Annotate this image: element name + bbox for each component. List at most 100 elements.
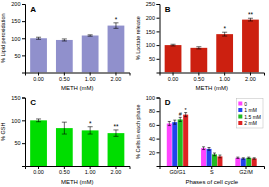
legend-label: 0 — [244, 101, 247, 107]
error-bar — [248, 18, 253, 21]
error-bar — [222, 32, 227, 36]
y-tick-mark — [157, 59, 160, 60]
bar — [212, 154, 217, 166]
annotation: # — [179, 111, 183, 117]
y-tick-mark — [157, 45, 160, 46]
y-tick-label: 40 — [149, 136, 155, 142]
x-tick: G2/M — [239, 166, 253, 175]
x-axis: G0/G1SG2/M — [160, 166, 265, 175]
error-bar — [242, 158, 245, 159]
y-tick-label: 20 — [149, 150, 155, 156]
y-axis-line — [22, 5, 26, 74]
error-bar — [184, 113, 187, 117]
annotation: ** — [248, 11, 254, 18]
bar — [165, 45, 182, 72]
title: C — [30, 98, 36, 107]
x-tick-label: S — [210, 169, 214, 175]
legend-swatch — [238, 121, 242, 125]
y-tick: 60 — [149, 122, 160, 128]
x-axis: 0.000.501.002.00 — [160, 73, 265, 82]
bar — [82, 36, 99, 73]
annotation: ** — [113, 123, 119, 130]
x-tick: 2.00 — [111, 73, 122, 82]
error-bar — [236, 157, 239, 158]
chart-svg: 501001502000.000.501.002.00METH (mM)% Li… — [0, 0, 269, 187]
error-bar — [247, 157, 250, 158]
y-axis: 50100150200250 — [146, 1, 160, 73]
bar-series — [183, 113, 257, 166]
x-tick: 1.00 — [85, 73, 96, 82]
bar — [172, 122, 177, 166]
y-tick-mark — [22, 4, 25, 5]
y-axis: 50 100 150 — [11, 95, 25, 167]
title: B — [165, 5, 171, 14]
legend-item: 2 mM — [238, 120, 257, 126]
y-tick-label: 100 — [11, 36, 20, 42]
y-tick-mark — [22, 143, 25, 144]
bar — [190, 48, 207, 73]
annotation: * — [223, 25, 226, 32]
y-tick-label: 150 — [11, 95, 20, 101]
y-axis-title: % GSH — [0, 123, 6, 141]
legend-swatch — [238, 115, 242, 119]
y-tick-label: 100 — [146, 42, 155, 48]
x-tick-label: 1.00 — [219, 76, 230, 82]
y-tick-mark — [157, 4, 160, 5]
y-tick-label: 100 — [11, 118, 20, 124]
x-tick: 2.00 — [245, 73, 256, 82]
bar-series — [30, 23, 124, 73]
y-tick: 50 — [149, 56, 160, 62]
title: D — [165, 98, 171, 107]
x-tick: 0.00 — [33, 73, 44, 82]
y-tick: 80 — [149, 108, 160, 114]
y-tick-label: 50 — [149, 56, 155, 62]
panel: 501001500.000.501.002.00METH (mM)% GSHC*… — [0, 95, 130, 185]
y-tick: 100 — [11, 118, 25, 124]
x-axis-title: METH (mM) — [61, 85, 94, 91]
panel: 501001502002500.000.501.002.00METH (mM)%… — [135, 1, 265, 91]
x-tick-label: 0.00 — [33, 76, 44, 82]
y-tick-mark — [157, 139, 160, 140]
y-tick-label: 50 — [14, 140, 20, 146]
bar — [201, 148, 206, 166]
bar — [235, 158, 240, 166]
bar — [108, 26, 125, 73]
y-tick-mark — [157, 18, 160, 19]
error-bar — [62, 39, 67, 41]
x-tick: 0.50 — [59, 73, 70, 82]
y-tick: 100 — [11, 36, 25, 42]
error-bar — [173, 120, 176, 124]
error-bar — [179, 117, 182, 121]
x-tick-label: 0.50 — [59, 76, 70, 82]
y-tick-label: 60 — [149, 122, 155, 128]
y-tick: 50 — [14, 140, 25, 146]
x-tick: 1.00 — [219, 73, 230, 82]
legend-frame — [236, 99, 263, 129]
y-tick-mark — [22, 21, 25, 22]
plot-area — [165, 18, 259, 72]
x-tick-label: 2.00 — [111, 76, 122, 82]
y-tick: 200 — [146, 15, 160, 21]
bar — [56, 40, 73, 73]
x-tick-label: 0.50 — [59, 169, 70, 175]
bar — [252, 158, 257, 166]
error-bar — [202, 147, 205, 150]
x-tick-label: G2/M — [239, 169, 253, 175]
error-bar — [208, 148, 211, 151]
error-bar — [113, 130, 118, 136]
title: A — [30, 5, 36, 14]
y-axis-line — [157, 98, 161, 167]
y-tick-label: 100 — [146, 95, 155, 101]
error-bar — [218, 155, 221, 158]
y-axis-title: % Lactate release — [135, 16, 141, 60]
y-tick-label: 150 — [146, 29, 155, 35]
bar — [246, 158, 251, 166]
error-bar — [113, 23, 118, 28]
legend-item: 0 — [238, 101, 247, 107]
legend-label: 2 mM — [244, 120, 257, 126]
bar — [207, 149, 212, 166]
y-axis-title: % Lipid peroxidation — [0, 13, 6, 63]
x-axis: 0.00 0.50 1.00 2.00 — [26, 73, 131, 82]
y-tick: 20 — [149, 150, 160, 156]
y-tick-label: 50 — [14, 53, 20, 59]
